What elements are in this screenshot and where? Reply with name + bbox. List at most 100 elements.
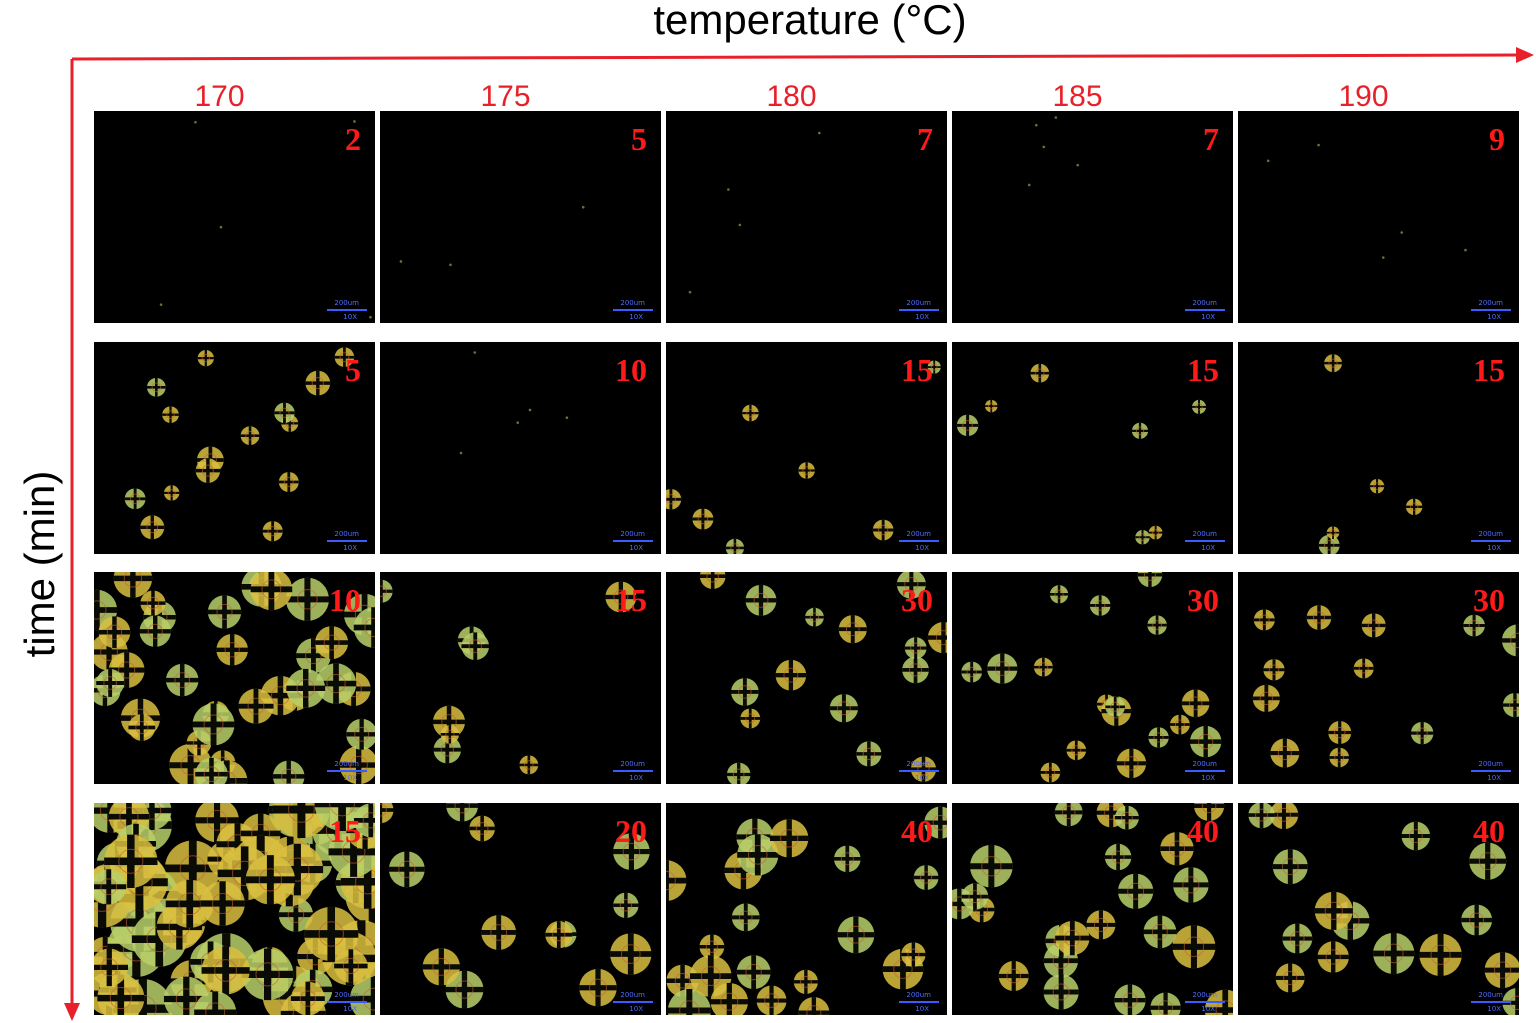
magnification-label: 10X [1201, 774, 1215, 782]
temperature-label-190: 190 [1338, 80, 1389, 113]
spherulite [380, 579, 393, 603]
nucleus [473, 351, 477, 354]
spherulite [241, 948, 294, 1001]
spherulite-field [459, 351, 569, 455]
scale-bar-label: 200um [620, 760, 645, 768]
spherulite [194, 991, 237, 1015]
spherulite [1329, 747, 1350, 768]
scale-bar [327, 1001, 367, 1003]
scale-bar-label: 200um [1478, 299, 1503, 307]
spherulite [1270, 738, 1300, 768]
spherulite [1131, 422, 1149, 439]
nucleus [449, 263, 452, 267]
spherulite [1369, 478, 1385, 494]
spherulite [207, 595, 242, 629]
spherulite [1054, 803, 1083, 827]
spherulite [710, 982, 749, 1015]
spherulite [1105, 697, 1125, 717]
spherulite-field [94, 572, 375, 784]
spherulite [1353, 658, 1374, 679]
magnification-label: 10X [915, 1005, 929, 1013]
spherulite [731, 903, 760, 932]
spherulite [315, 626, 349, 660]
time-label: 15 [901, 352, 933, 388]
spherulite [140, 515, 165, 540]
spherulite-field [1248, 803, 1519, 1015]
temperature-label-185: 185 [1052, 80, 1103, 113]
spherulite [1172, 925, 1216, 969]
micrograph-panel: 9 200um 10X [1238, 111, 1519, 323]
spherulite [1502, 693, 1519, 718]
spherulite [315, 663, 357, 704]
micrograph-panel: 7 200um 10X [952, 111, 1233, 323]
nucleus [1317, 143, 1320, 147]
magnification-label: 10X [1201, 313, 1215, 321]
micrograph-panel: 5 200um 10X [94, 342, 375, 554]
spherulite [1117, 873, 1154, 909]
magnification-label: 10X [915, 544, 929, 552]
micrograph-panel: 7 200um 10X [666, 111, 947, 323]
spherulite [798, 997, 830, 1015]
magnification-label: 10X [1201, 544, 1215, 552]
nucleus [1054, 116, 1058, 119]
micrograph-panel: 15 200um 10X [666, 342, 947, 554]
spherulite [769, 819, 809, 858]
scale-bar-label: 200um [906, 299, 931, 307]
spherulite [334, 949, 368, 983]
y-axis-arrowhead [64, 1003, 80, 1021]
spherulite-field [956, 363, 1207, 545]
spherulite [969, 844, 1013, 888]
spherulite [740, 708, 761, 729]
scale-bar [613, 770, 653, 772]
magnification-label: 10X [629, 544, 643, 552]
micrograph-panel: 15 200um 10X [94, 803, 375, 1015]
spherulite [245, 855, 296, 905]
scale-bar-label: 200um [1478, 760, 1503, 768]
time-label: 30 [1187, 582, 1219, 618]
spherulite [756, 985, 787, 1015]
scale-bar [1185, 1001, 1225, 1003]
spherulite [165, 663, 199, 697]
magnification-label: 10X [629, 313, 643, 321]
nucleus [369, 315, 372, 319]
nucleus [727, 188, 730, 191]
scale-bar [899, 770, 939, 772]
spherulite [793, 969, 818, 994]
nucleus [1042, 145, 1046, 149]
spherulite-field [699, 572, 947, 784]
spherulite [94, 869, 127, 905]
spherulite [896, 572, 926, 599]
scale-bar [613, 540, 653, 542]
scale-bar-label: 200um [1192, 991, 1217, 999]
spherulite [902, 656, 929, 684]
spherulite [745, 584, 777, 616]
micrograph-panel: 20 200um 10X [380, 803, 661, 1015]
time-label: 10 [329, 582, 361, 618]
spherulite [240, 426, 260, 446]
spherulite [1104, 843, 1132, 871]
nucleus [818, 131, 821, 135]
magnification-label: 10X [915, 774, 929, 782]
spherulite [519, 755, 539, 775]
micrograph-panel: 30 200um 10X [666, 572, 947, 784]
nucleus [528, 408, 532, 412]
spherulite [1148, 727, 1169, 748]
spherulite [872, 519, 894, 541]
spherulite [1055, 920, 1090, 956]
micrograph-panel: 2 200um 10X [94, 111, 375, 323]
scale-bar-label: 200um [334, 530, 359, 538]
magnification-label: 10X [1487, 1005, 1501, 1013]
spherulite-field [380, 579, 637, 775]
magnification-label: 10X [343, 774, 357, 782]
spherulite [445, 970, 484, 1009]
spherulite [985, 399, 998, 413]
scale-bar-label: 200um [906, 991, 931, 999]
nucleus [1464, 248, 1467, 252]
spherulite [1114, 805, 1139, 830]
spherulite [446, 803, 479, 822]
spherulite [1314, 891, 1353, 930]
spherulite-field [399, 205, 585, 267]
spherulite [666, 488, 682, 510]
spherulite [1160, 831, 1194, 866]
spherulite [1066, 740, 1087, 761]
